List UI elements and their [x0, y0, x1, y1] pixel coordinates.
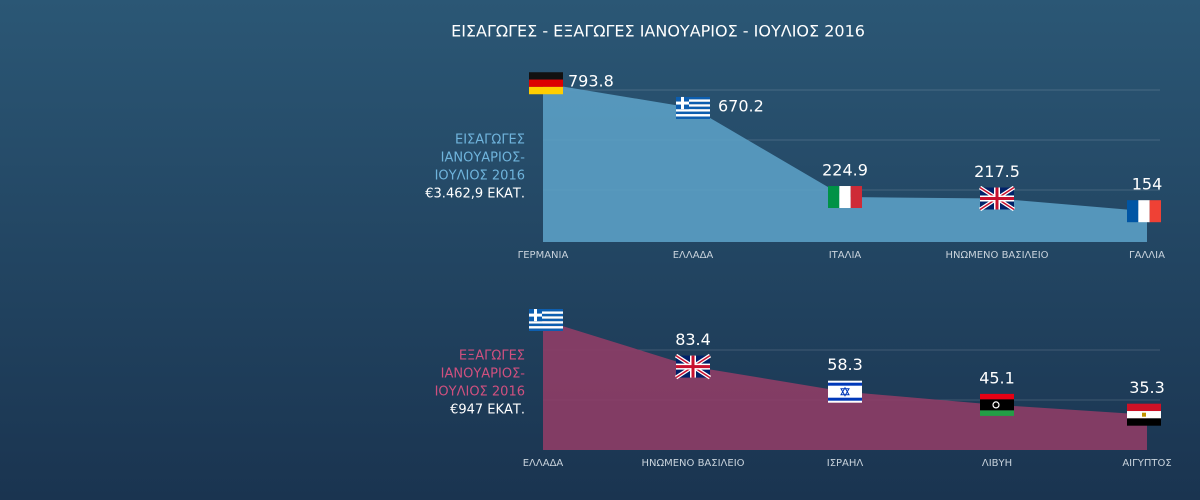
flag-part	[676, 116, 710, 119]
flag-part	[980, 399, 1014, 411]
x-tick-label: ΙΤΑΛΙΑ	[829, 250, 862, 261]
flag-part	[1149, 200, 1161, 223]
flag-part	[529, 328, 563, 331]
flag-part	[529, 316, 563, 319]
value-label: 35.3	[1129, 378, 1165, 397]
flag-part	[676, 114, 710, 117]
flag-part	[828, 382, 862, 386]
flag	[529, 72, 563, 95]
flag-part	[992, 401, 1000, 409]
flag-part	[676, 111, 710, 115]
flag-part	[676, 106, 710, 110]
series-label: ΕΙΣΑΓΩΓΕΣ	[455, 133, 525, 148]
flag-part	[1127, 200, 1139, 223]
x-tick-label: ΛΙΒΥΗ	[982, 458, 1012, 469]
x-tick-label: ΕΛΛΑΔΑ	[673, 250, 714, 261]
flag	[676, 96, 710, 119]
flag	[828, 380, 862, 403]
flag-part	[529, 309, 563, 312]
series-total: €947 ΕΚΑΤ.	[450, 403, 525, 418]
flag-part	[529, 313, 563, 317]
flag-part	[980, 197, 1014, 200]
value-label: 793.8	[568, 72, 614, 91]
flag-part	[529, 321, 563, 324]
flag-part	[676, 365, 710, 369]
flag	[1127, 403, 1161, 426]
flag-part	[529, 318, 563, 322]
flag-part	[529, 311, 563, 314]
flag-part	[529, 326, 563, 329]
flag-part	[529, 72, 563, 80]
flag-part	[676, 101, 710, 105]
flag	[1127, 200, 1161, 223]
series-label: ΙΑΝΟΥΑΡΙΟΣ-	[441, 151, 526, 166]
value-label: 45.1	[979, 368, 1015, 387]
x-tick-label: ΓΕΡΜΑΝΙΑ	[518, 250, 569, 261]
flag-part	[840, 386, 850, 397]
value-label: 154	[1132, 175, 1163, 194]
x-tick-label: ΓΑΛΛΙΑ	[1129, 250, 1165, 261]
flag-part	[980, 393, 1014, 400]
flag	[529, 309, 563, 331]
chart-title: ΕΙΣΑΓΩΓΕΣ - ΕΞΑΓΩΓΕΣ ΙΑΝΟΥΑΡΙΟΣ - ΙΟΥΛΙΟ…	[451, 22, 865, 41]
flag-part	[529, 79, 563, 87]
flag-part	[850, 186, 862, 209]
series-label: ΙΟΥΛΙΟΣ 2016	[435, 385, 525, 400]
flag	[978, 185, 1016, 212]
flag-part	[828, 186, 840, 209]
flag-part	[1127, 418, 1161, 426]
flag-part	[676, 104, 710, 107]
value-label: 224.9	[822, 161, 868, 180]
x-tick-label: ΑΙΓΥΠΤΟΣ	[1122, 458, 1171, 469]
x-tick-label: ΕΛΛΑΔΑ	[523, 458, 564, 469]
flag-part	[1142, 412, 1146, 417]
value-label: 217.5	[974, 162, 1020, 181]
flag-part	[839, 186, 851, 209]
series-label: ΙΟΥΛΙΟΣ 2016	[435, 169, 525, 184]
x-tick-label: ΗΝΩΜΕΝΟ ΒΑΣΙΛΕΙΟ	[641, 458, 744, 469]
x-tick-label: ΙΣΡΑΗΛ	[827, 458, 864, 469]
value-label: 670.2	[718, 96, 764, 115]
flag-part	[676, 101, 689, 105]
flag-part	[828, 380, 862, 403]
flag-part	[529, 313, 542, 317]
area	[543, 320, 1147, 450]
flag-part	[676, 109, 710, 112]
flag-part	[676, 96, 710, 100]
flag	[828, 186, 862, 209]
flag-part	[1138, 200, 1150, 223]
flag-part	[828, 397, 862, 401]
value-label: 58.3	[827, 355, 863, 374]
flag-part	[676, 99, 710, 102]
value-label: 83.4	[675, 330, 711, 349]
x-tick-label: ΗΝΩΜΕΝΟ ΒΑΣΙΛΕΙΟ	[945, 250, 1048, 261]
flag	[980, 393, 1014, 416]
flag-part	[529, 86, 563, 95]
flag	[674, 353, 712, 380]
flag-part	[529, 323, 563, 327]
flag-part	[980, 410, 1014, 416]
series-total: €3.462,9 ΕΚΑΤ.	[425, 187, 525, 202]
series-label: ΙΑΝΟΥΑΡΙΟΣ-	[441, 367, 526, 382]
flag-part	[1127, 403, 1161, 412]
series-label: ΕΞΑΓΩΓΕΣ	[459, 349, 525, 364]
